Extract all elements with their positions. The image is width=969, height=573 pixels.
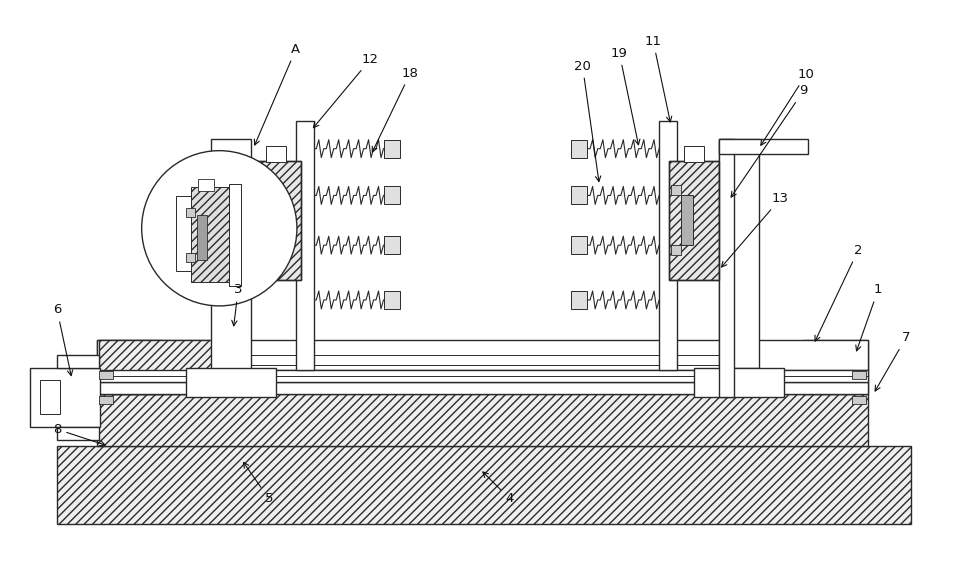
Bar xyxy=(253,186,263,195)
Text: 1: 1 xyxy=(855,284,882,351)
Bar xyxy=(659,121,676,370)
Bar xyxy=(671,186,680,195)
Circle shape xyxy=(141,151,297,306)
Bar xyxy=(718,139,758,368)
Bar xyxy=(384,186,400,205)
Bar xyxy=(253,245,263,255)
Bar xyxy=(683,146,703,162)
Bar xyxy=(384,236,400,254)
Bar xyxy=(57,446,910,524)
Bar xyxy=(97,394,867,446)
Bar xyxy=(671,245,680,255)
Bar xyxy=(251,160,300,280)
Bar xyxy=(186,253,195,262)
Bar xyxy=(680,195,692,245)
Text: 9: 9 xyxy=(731,84,807,197)
Bar xyxy=(186,368,276,398)
Bar xyxy=(186,209,195,217)
Bar xyxy=(718,139,733,398)
Bar xyxy=(99,397,112,405)
Bar xyxy=(198,215,207,260)
Bar xyxy=(718,139,807,154)
Bar xyxy=(669,160,718,280)
Bar xyxy=(384,140,400,158)
Bar xyxy=(570,186,586,205)
Bar xyxy=(570,236,586,254)
Bar xyxy=(99,371,112,379)
Bar xyxy=(211,139,251,394)
Text: 11: 11 xyxy=(644,35,672,122)
Bar xyxy=(570,291,586,309)
Bar xyxy=(693,368,783,398)
Bar xyxy=(97,382,867,394)
Bar xyxy=(852,371,865,379)
Bar xyxy=(251,160,300,280)
Bar xyxy=(296,121,314,370)
Bar xyxy=(99,340,213,394)
Bar xyxy=(191,187,229,282)
Bar xyxy=(229,183,241,286)
Text: 8: 8 xyxy=(53,423,105,446)
Bar xyxy=(97,340,162,394)
Bar xyxy=(384,291,400,309)
Bar xyxy=(57,427,99,440)
Bar xyxy=(669,160,718,280)
Text: 6: 6 xyxy=(53,303,73,376)
Bar xyxy=(30,368,100,427)
Text: 3: 3 xyxy=(232,284,242,326)
Bar xyxy=(97,370,867,382)
Bar xyxy=(802,340,867,394)
Text: 19: 19 xyxy=(610,46,640,145)
Text: 13: 13 xyxy=(721,192,788,267)
Bar xyxy=(40,379,60,414)
Text: 7: 7 xyxy=(874,331,909,391)
Text: 4: 4 xyxy=(483,472,514,505)
Bar xyxy=(570,140,586,158)
Bar xyxy=(199,179,214,191)
Bar xyxy=(263,195,275,245)
Text: 12: 12 xyxy=(313,53,379,128)
Text: 18: 18 xyxy=(372,66,419,152)
Bar xyxy=(57,355,99,368)
Bar xyxy=(266,146,286,162)
Bar xyxy=(175,197,191,271)
Text: 5: 5 xyxy=(243,462,273,505)
Bar xyxy=(852,397,865,405)
Text: 10: 10 xyxy=(760,68,814,146)
Text: A: A xyxy=(254,42,300,145)
Text: 2: 2 xyxy=(814,244,861,341)
Text: 20: 20 xyxy=(574,60,600,182)
Bar xyxy=(97,340,867,370)
